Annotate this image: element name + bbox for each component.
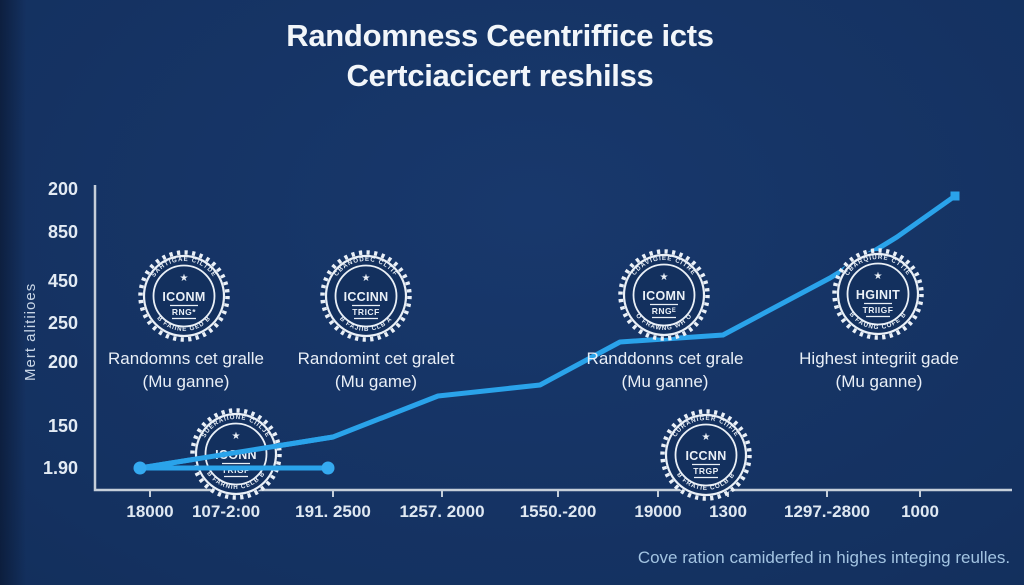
badge-outer-ring bbox=[664, 413, 748, 497]
badge-main-text: ICCINN bbox=[344, 290, 389, 304]
x-axis-tick-label: 1257. 2000 bbox=[399, 502, 485, 521]
badge-star-icon: ★ bbox=[660, 272, 669, 283]
badge-inner-ring bbox=[846, 262, 910, 326]
badge-outer-ring bbox=[142, 254, 226, 338]
badge-outer-ring bbox=[836, 252, 920, 336]
badge-caption-line2: (Mu game) bbox=[334, 372, 418, 391]
badge-sub-text: TRIIGF bbox=[863, 305, 894, 315]
badge-main-text: ICOMN bbox=[642, 289, 685, 303]
badge-caption-line1: Randomns cet gralle bbox=[108, 349, 264, 368]
badge-inner-ring bbox=[632, 263, 696, 327]
x-axis-tick-label: 191. 2500 bbox=[295, 502, 371, 521]
badge-outer-ring bbox=[324, 254, 408, 338]
badge-caption: Highest integriit gade (Mu ganne) bbox=[764, 347, 994, 393]
badge-scallop-ring bbox=[320, 250, 412, 342]
x-axis-tick-label: 1550.-200 bbox=[519, 502, 597, 521]
badge-star-icon: ★ bbox=[180, 273, 189, 284]
badge-main-text: ICCNN bbox=[685, 449, 726, 463]
x-axis-tick-label: 107-2:00 bbox=[191, 502, 261, 521]
badge-sub-text: RNG* bbox=[172, 307, 196, 317]
badge-star-icon: ★ bbox=[702, 432, 711, 443]
badge-star-icon: ★ bbox=[232, 431, 241, 442]
badge-star-icon: ★ bbox=[362, 273, 371, 284]
badge-inner-ring bbox=[674, 423, 738, 487]
badge-outer-ring bbox=[622, 253, 706, 337]
badge-sub-text: RNGᴱ bbox=[652, 306, 676, 316]
data-point-dot bbox=[133, 461, 147, 475]
badge-star-icon: ★ bbox=[874, 271, 883, 282]
data-point-dot bbox=[321, 461, 335, 475]
badge-sub-text: TRGP bbox=[693, 466, 719, 476]
y-axis-tick-label: 200 bbox=[47, 352, 78, 372]
x-axis-tick-label: 1297.-2800 bbox=[783, 502, 871, 521]
y-axis-tick-label: 850 bbox=[47, 222, 78, 242]
y-axis-tick-label: 450 bbox=[47, 271, 78, 291]
badge-caption: Randomns cet gralle (Mu ganne) bbox=[71, 347, 301, 393]
chart-title-line1: Randomness Ceentriffice icts bbox=[286, 18, 714, 53]
badge-caption-line2: (Mu ganne) bbox=[835, 372, 923, 391]
badge-caption-line2: (Mu ganne) bbox=[621, 372, 709, 391]
y-axis-tick-label: 200 bbox=[47, 179, 78, 199]
footer-caption: Cove ration camiderfed in highes integin… bbox=[637, 548, 1011, 567]
x-axis-tick-label: 19000 bbox=[634, 502, 682, 521]
badge-caption-line2: (Mu ganne) bbox=[142, 372, 230, 391]
badge-main-text: HGINIT bbox=[856, 288, 900, 302]
badge-sub-text: TRICF bbox=[352, 307, 380, 317]
badge-scallop-ring bbox=[660, 409, 752, 501]
x-axis-tick-label: 18000 bbox=[126, 502, 174, 521]
badge-inner-ring bbox=[334, 264, 398, 328]
badge-caption: Randdonns cet grale (Mu ganne) bbox=[550, 347, 780, 393]
badge-inner-ring bbox=[152, 264, 216, 328]
badge-caption-line1: Highest integriit gade bbox=[799, 349, 959, 368]
chart-title: Randomness Ceentriffice icts Certciacice… bbox=[0, 16, 1000, 96]
badge-caption-line1: Randomint cet gralet bbox=[297, 349, 455, 368]
x-axis-tick-label: 1300 bbox=[709, 502, 747, 521]
badge-main-text: ICONN bbox=[215, 448, 257, 462]
x-axis-tick-label: 1000 bbox=[901, 502, 939, 521]
badge-scallop-ring bbox=[618, 249, 710, 341]
y-axis-tick-label: 150 bbox=[47, 416, 78, 436]
trend-line-end-marker bbox=[950, 191, 960, 201]
badge-main-text: ICONM bbox=[162, 290, 205, 304]
chart-title-line2: Certciacicert reshilss bbox=[346, 58, 654, 93]
y-axis-tick-label: 1.90 bbox=[42, 458, 78, 478]
badge-scallop-ring bbox=[138, 250, 230, 342]
badge-sub-text: TRIGP bbox=[222, 465, 250, 475]
badge-caption: Randomint cet gralet (Mu game) bbox=[261, 347, 491, 393]
badge-scallop-ring bbox=[832, 248, 924, 340]
y-axis-tick-label: 250 bbox=[47, 313, 78, 333]
badge-caption-line1: Randdonns cet grale bbox=[586, 349, 744, 368]
